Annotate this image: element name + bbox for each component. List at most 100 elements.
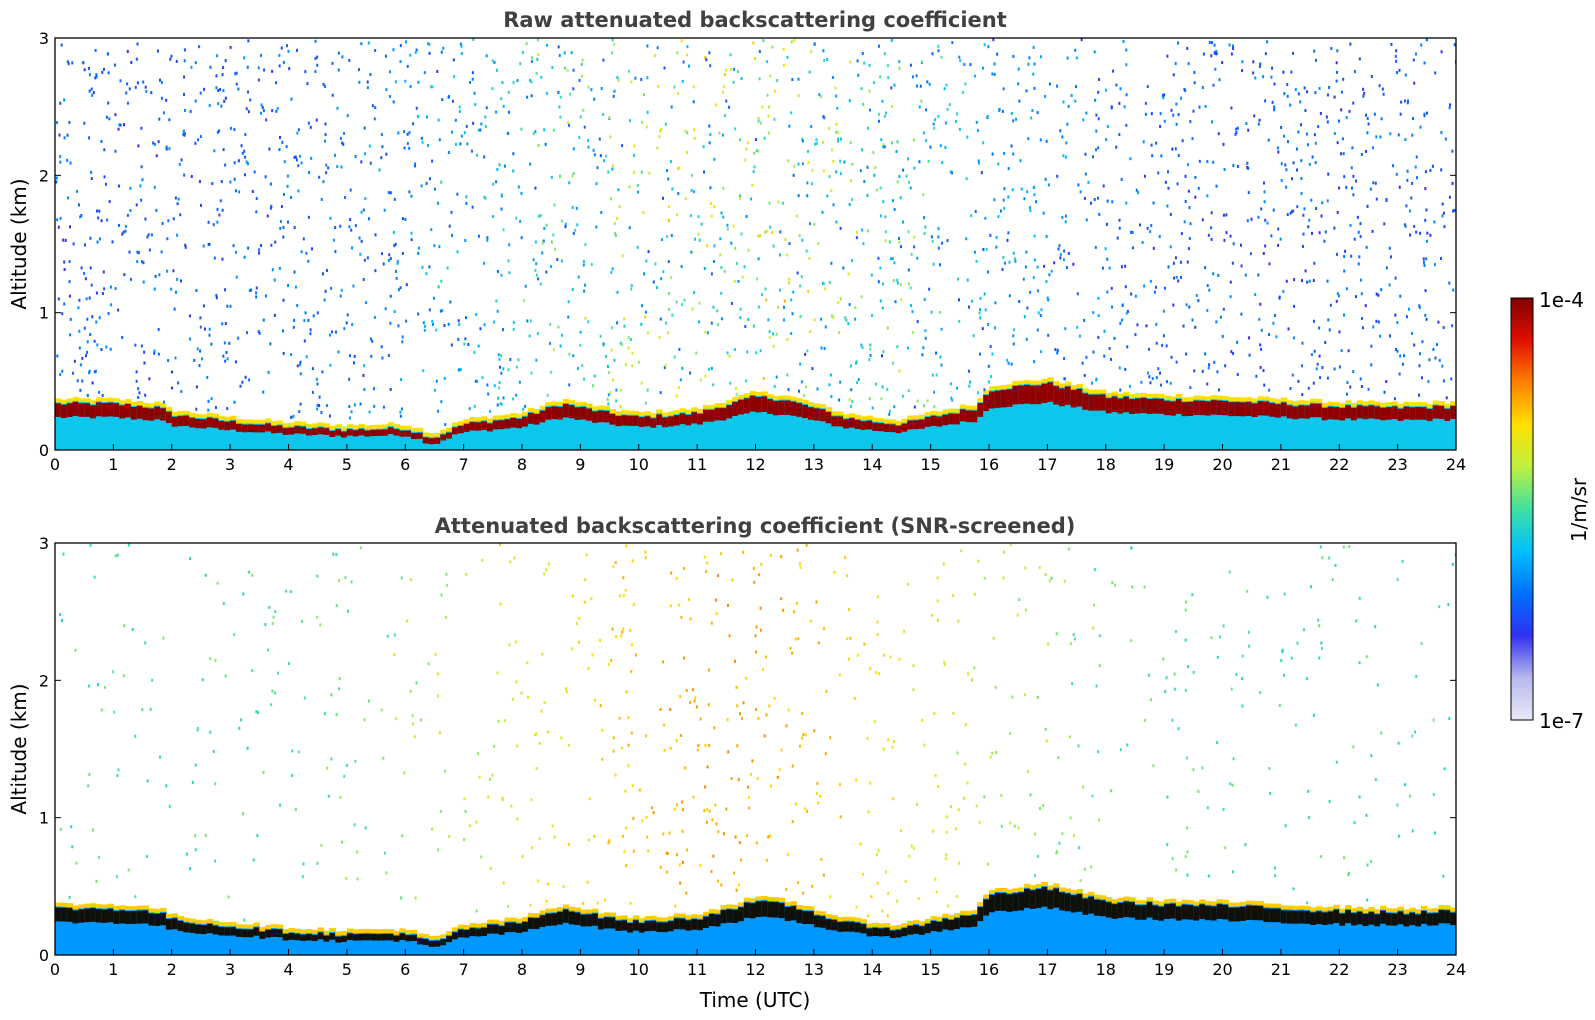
backscatter-peak-cell — [1333, 407, 1340, 420]
speckle-cell — [1290, 656, 1293, 660]
speckle-cell — [729, 381, 732, 385]
speckle-cell — [891, 361, 894, 365]
speckle-cell — [801, 711, 804, 715]
speckle-cell — [1092, 350, 1095, 354]
speckle-cell — [949, 170, 952, 174]
speckle-cell — [941, 161, 944, 165]
speckle-cell — [808, 256, 811, 260]
speckle-cell — [512, 327, 515, 331]
layer-edge-cell — [422, 934, 430, 939]
speckle-cell — [480, 122, 483, 126]
speckle-cell — [206, 375, 209, 379]
speckle-cell — [912, 688, 915, 692]
backscatter-peak-cell — [708, 914, 716, 927]
boundary-layer-cell — [486, 421, 494, 450]
backscatter-peak-cell — [78, 909, 85, 923]
speckle-cell — [529, 319, 532, 323]
speckle-cell — [126, 49, 129, 53]
boundary-layer-cell — [1123, 394, 1130, 450]
layer-edge-cell — [557, 401, 564, 406]
speckle-cell — [1177, 727, 1180, 731]
speckle-cell — [1413, 81, 1416, 85]
speckle-cell — [667, 260, 670, 264]
speckle-cell — [538, 837, 541, 841]
speckle-cell — [91, 828, 94, 832]
speckle-cell — [78, 298, 81, 302]
boundary-layer-cell — [411, 431, 418, 450]
layer-edge-cell — [66, 903, 74, 908]
speckle-cell — [385, 152, 388, 156]
layer-edge-cell — [615, 915, 622, 920]
boundary-layer-cell — [1263, 399, 1270, 450]
backscatter-peak-cell — [936, 416, 943, 427]
speckle-cell — [832, 203, 835, 207]
speckle-cell — [1012, 152, 1015, 156]
speckle-cell — [1270, 234, 1273, 238]
speckle-cell — [1206, 160, 1209, 164]
speckle-cell — [1254, 293, 1257, 297]
boundary-layer-cell — [609, 411, 616, 450]
speckle-cell — [899, 196, 902, 200]
speckle-cell — [1382, 92, 1385, 96]
speckle-cell — [447, 322, 450, 326]
backscatter-peak-cell — [265, 929, 272, 938]
speckle-cell — [1334, 563, 1337, 567]
boundary-layer-cell — [1426, 911, 1434, 955]
speckle-cell — [292, 325, 295, 329]
boundary-layer-cell — [1251, 903, 1259, 955]
speckle-cell — [876, 620, 879, 624]
layer-edge-cell — [1339, 403, 1346, 408]
speckle-cell — [1262, 181, 1265, 185]
speckle-cell — [1017, 67, 1020, 71]
speckle-cell — [677, 385, 680, 389]
speckle-cell — [354, 759, 357, 763]
x-tick-label: 1 — [108, 455, 118, 474]
speckle-cell — [203, 327, 206, 331]
speckle-cell — [1097, 750, 1100, 754]
backscatter-peak-cell — [428, 940, 436, 947]
boundary-layer-cell — [1298, 908, 1305, 955]
boundary-layer-cell — [1059, 386, 1066, 450]
speckle-cell — [738, 712, 741, 716]
speckle-cell — [600, 86, 603, 90]
backscatter-peak-cell — [522, 416, 529, 427]
speckle-cell — [507, 368, 510, 372]
speckle-cell — [1301, 393, 1304, 397]
layer-edge-cell — [1088, 891, 1095, 896]
speckle-cell — [1036, 111, 1039, 115]
speckle-cell — [1281, 648, 1284, 652]
speckle-cell — [1356, 215, 1359, 219]
boundary-layer-cell — [230, 418, 237, 450]
speckle-cell — [445, 572, 448, 576]
speckle-cell — [1347, 873, 1350, 877]
speckle-cell — [948, 103, 951, 107]
speckle-cell — [676, 213, 679, 217]
speckle-cell — [217, 102, 220, 106]
speckle-cell — [247, 90, 250, 94]
speckle-cell — [1352, 370, 1355, 374]
speckle-cell — [135, 203, 138, 207]
speckle-cell — [1336, 292, 1339, 296]
speckle-cell — [663, 748, 666, 752]
speckle-cell — [993, 326, 996, 330]
speckle-cell — [1048, 82, 1051, 86]
speckle-cell — [662, 832, 665, 836]
speckle-cell — [912, 138, 915, 142]
speckle-cell — [342, 142, 345, 146]
speckle-cell — [631, 351, 634, 355]
backscatter-peak-cell — [376, 429, 383, 436]
speckle-cell — [991, 152, 994, 156]
layer-edge-cell — [749, 390, 757, 395]
boundary-layer-cell — [936, 919, 943, 955]
speckle-cell — [172, 217, 175, 221]
boundary-layer-cell — [1350, 405, 1358, 450]
backscatter-peak-cell — [393, 429, 401, 436]
speckle-cell — [57, 225, 60, 229]
boundary-layer-cell — [270, 424, 278, 450]
speckle-cell — [911, 330, 914, 334]
boundary-layer-cell — [1018, 383, 1025, 450]
speckle-cell — [1067, 251, 1070, 255]
backscatter-peak-cell — [195, 924, 202, 934]
speckle-cell — [798, 234, 801, 238]
speckle-cell — [1370, 75, 1373, 79]
